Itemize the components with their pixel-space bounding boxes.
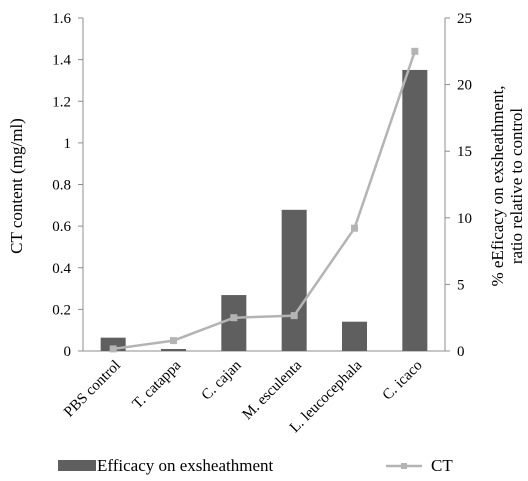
y2-tick-label: 10 — [457, 211, 472, 227]
bar-efficacy — [221, 295, 247, 351]
y-tick-label: 1 — [64, 136, 72, 152]
y2-tick-label: 5 — [457, 277, 465, 293]
legend-bar-label: Efficacy on exsheathment — [97, 456, 274, 475]
bar-efficacy — [402, 69, 428, 351]
legend: Efficacy on exsheathment CT — [58, 456, 453, 475]
legend-line-marker — [401, 463, 407, 469]
bar-efficacy — [281, 209, 307, 351]
ct-point — [109, 345, 117, 353]
y2-axis-title-line1: % eEficacy on exsheathment, — [488, 85, 507, 286]
y-tick-label: 1.4 — [52, 53, 71, 69]
plot-area: 0 0.2 0.4 0.6 0.8 1 1.2 1.4 1.6 0 5 10 15 20 25 PBS con… — [52, 11, 472, 436]
y-axis-title: CT content (mg/ml) — [7, 118, 26, 254]
y2-tick-label: 20 — [457, 78, 472, 94]
x-category-label: M. esculenta — [239, 357, 305, 423]
y-tick-label: 0.4 — [52, 261, 71, 277]
x-category-label: C. cajan — [199, 357, 245, 403]
bar-efficacy — [342, 321, 367, 351]
ct-line — [112, 50, 417, 351]
ct-point — [230, 314, 238, 322]
y2-tick-label: 25 — [457, 11, 472, 27]
legend-line-label: CT — [431, 456, 453, 475]
y2-tick-label: 15 — [457, 144, 472, 160]
x-category-label: T. catappa — [130, 357, 185, 412]
bar-efficacy — [161, 349, 186, 351]
ct-point — [290, 312, 298, 320]
ct-point — [411, 47, 419, 55]
y2-tick-label: 0 — [457, 344, 465, 360]
y-tick-label: 1.6 — [52, 11, 71, 27]
legend-bar-swatch — [58, 460, 96, 471]
y-tick-label: 0.8 — [52, 178, 71, 194]
ct-point — [170, 337, 177, 345]
y-tick-label: 0 — [64, 344, 72, 360]
x-category-label: C. icaco — [380, 358, 426, 404]
x-category-label: PBS control — [61, 358, 124, 421]
y-tick-label: 1.2 — [52, 94, 71, 110]
y-tick-label: 0.2 — [52, 302, 71, 318]
ct-point — [351, 224, 358, 232]
y-tick-label: 0.6 — [52, 219, 71, 235]
y2-axis-title-line2: ratio relative to control — [507, 108, 526, 265]
